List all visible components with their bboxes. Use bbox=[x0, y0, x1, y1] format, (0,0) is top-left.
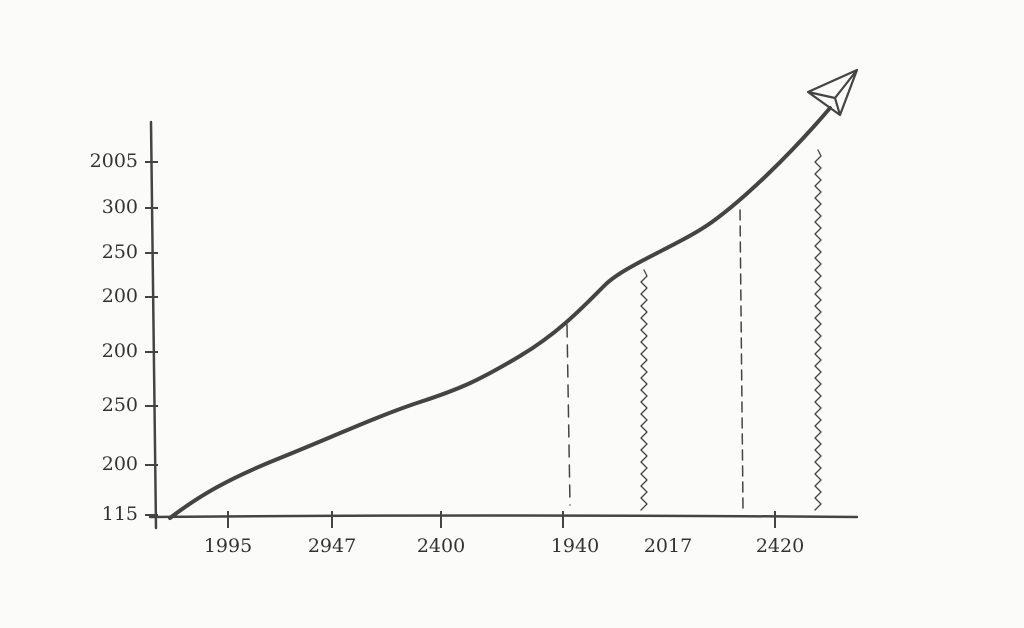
trend-line bbox=[168, 106, 832, 520]
y-axis-label: 250 bbox=[102, 241, 138, 263]
y-axis bbox=[149, 120, 158, 530]
x-axis-label: 2017 bbox=[644, 535, 692, 557]
x-axis bbox=[148, 514, 859, 519]
y-axis-label: 300 bbox=[102, 196, 138, 218]
x-axis-label: 2947 bbox=[308, 535, 356, 557]
dashed-guide bbox=[739, 209, 744, 509]
x-axis-label: 2400 bbox=[417, 535, 465, 557]
y-axis-label: 200 bbox=[102, 340, 138, 362]
y-axis-label: 2005 bbox=[90, 150, 138, 172]
wavy-guide bbox=[640, 269, 648, 511]
y-axis-label: 115 bbox=[102, 503, 138, 525]
x-axis-label: 2420 bbox=[756, 535, 804, 557]
dashed-guide bbox=[566, 324, 571, 506]
wavy-guide bbox=[814, 149, 822, 511]
y-axis-label: 200 bbox=[102, 285, 138, 307]
y-axis-label: 250 bbox=[102, 394, 138, 416]
y-axis-label: 200 bbox=[102, 453, 138, 475]
arrowhead bbox=[806, 68, 859, 117]
x-axis-label: 1940 bbox=[551, 535, 599, 557]
x-axis-label: 1995 bbox=[204, 535, 252, 557]
